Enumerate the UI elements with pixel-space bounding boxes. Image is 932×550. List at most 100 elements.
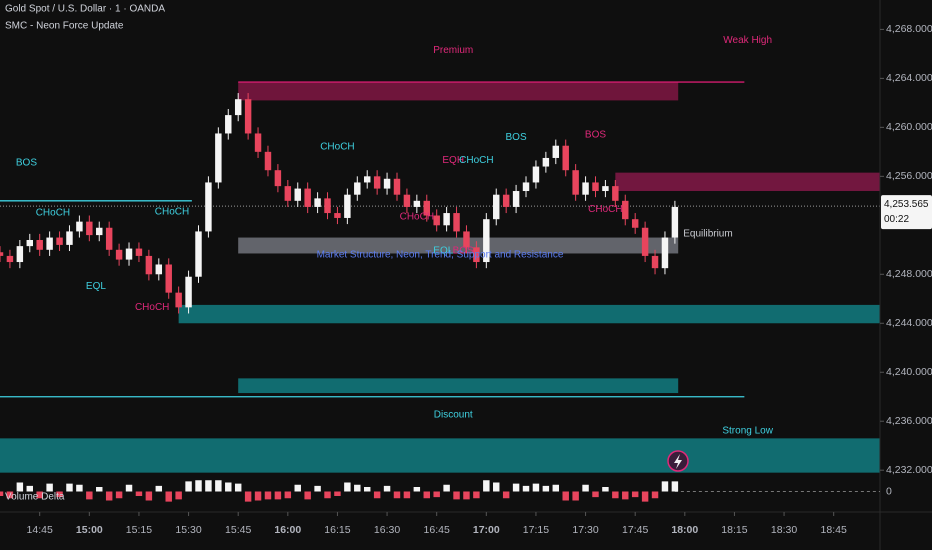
volume-bar (433, 491, 440, 498)
candle-body (413, 200, 421, 207)
volume-bar (493, 482, 500, 492)
candle-body (354, 182, 361, 195)
x-tick-label: 15:00 (76, 524, 103, 536)
candle-body (433, 215, 440, 226)
volume-bar (393, 491, 401, 499)
candle-body (205, 182, 212, 232)
volume-bar (56, 491, 63, 498)
volume-bar (552, 484, 560, 492)
candle-body (572, 170, 579, 195)
candle-body (324, 198, 331, 214)
y-tick-label: 4,256.000 (886, 170, 932, 182)
x-tick-label: 17:30 (572, 524, 598, 536)
volume-bar (512, 483, 520, 492)
candle-body (334, 213, 341, 218)
candle-body (403, 194, 411, 207)
annotation: Discount (434, 410, 473, 421)
annotation: Premium (433, 45, 473, 56)
volume-bar (215, 480, 222, 492)
candle-body (552, 145, 560, 158)
candle-body (234, 99, 242, 116)
volume-bar (264, 491, 272, 500)
candle-body (155, 264, 163, 275)
candle-body (483, 219, 490, 263)
y-tick-label: 4,268.000 (886, 23, 932, 35)
x-tick-label: 14:45 (27, 524, 53, 536)
volume-bar (304, 491, 311, 500)
x-tick-label: 15:45 (225, 524, 251, 536)
annotation: EQL (86, 281, 106, 292)
candle-body (453, 213, 460, 232)
volume-bar (195, 480, 202, 492)
candle-body (612, 186, 619, 201)
candle-body (651, 255, 659, 269)
volume-bar (175, 491, 182, 500)
candle-body (622, 200, 629, 220)
volume-bar (383, 485, 391, 492)
volume-bar (225, 482, 232, 492)
candle-body (671, 206, 679, 238)
x-tick-label: 16:45 (424, 524, 450, 536)
annotation: Equilibrium (683, 229, 732, 240)
volume-bar (155, 485, 163, 492)
volume-bar (463, 491, 470, 500)
y-tick-label: 4,260.000 (886, 121, 932, 133)
volume-bar (324, 491, 331, 499)
x-tick-label: 17:45 (622, 524, 648, 536)
volume-bar (244, 491, 252, 502)
candle-body (294, 188, 301, 201)
candle-body (56, 237, 63, 245)
volume-bar (36, 491, 43, 499)
candle-body (383, 178, 391, 189)
volume-bar (145, 491, 153, 501)
y-tick-label: 4,232.000 (886, 464, 932, 476)
volume-bar (532, 483, 540, 492)
volume-bar (46, 483, 53, 492)
candle-body (592, 182, 599, 192)
candle-body (76, 221, 83, 232)
annotation: CHoCH (155, 206, 189, 217)
candle-body (512, 191, 520, 207)
volume-bar (125, 484, 133, 492)
candle-body (661, 237, 669, 269)
volume-bar (423, 491, 430, 499)
volume-bar (234, 483, 242, 492)
zone (238, 378, 679, 394)
volume-bar (651, 491, 659, 499)
volume-bar (622, 491, 629, 500)
volume-bar (344, 482, 351, 492)
volume-bar (562, 491, 569, 501)
volume-bar (284, 491, 292, 499)
y-tick-label: 4,264.000 (886, 72, 932, 84)
countdown: 00:22 (884, 214, 909, 225)
zone (238, 237, 679, 254)
volume-bar (413, 487, 421, 492)
volume-bar (66, 483, 73, 492)
volume-title: Volume Delta (5, 492, 65, 503)
candle-body (373, 176, 381, 189)
annotation: BOS (585, 129, 606, 140)
y-tick-label: 4,236.000 (886, 415, 932, 427)
volume-bar (135, 491, 143, 496)
volume-bar (483, 480, 490, 492)
candle-body (16, 246, 24, 263)
candle-body (86, 221, 93, 236)
candle-body (225, 115, 232, 134)
volume-bar (542, 485, 550, 492)
candle-body (463, 231, 470, 248)
annotation: CHoCH (400, 211, 434, 222)
volume-bar (631, 491, 639, 498)
candle-body (244, 99, 252, 134)
candle-body (363, 176, 371, 183)
candle-body (423, 200, 430, 216)
annotation: BOS (16, 157, 37, 168)
candle-body (66, 231, 73, 245)
candle-body (46, 237, 53, 250)
candle-body (105, 227, 113, 250)
x-tick-label: 16:00 (274, 524, 301, 536)
candle-body (393, 178, 401, 195)
candle-body (304, 188, 311, 207)
volume-bar (6, 491, 14, 499)
